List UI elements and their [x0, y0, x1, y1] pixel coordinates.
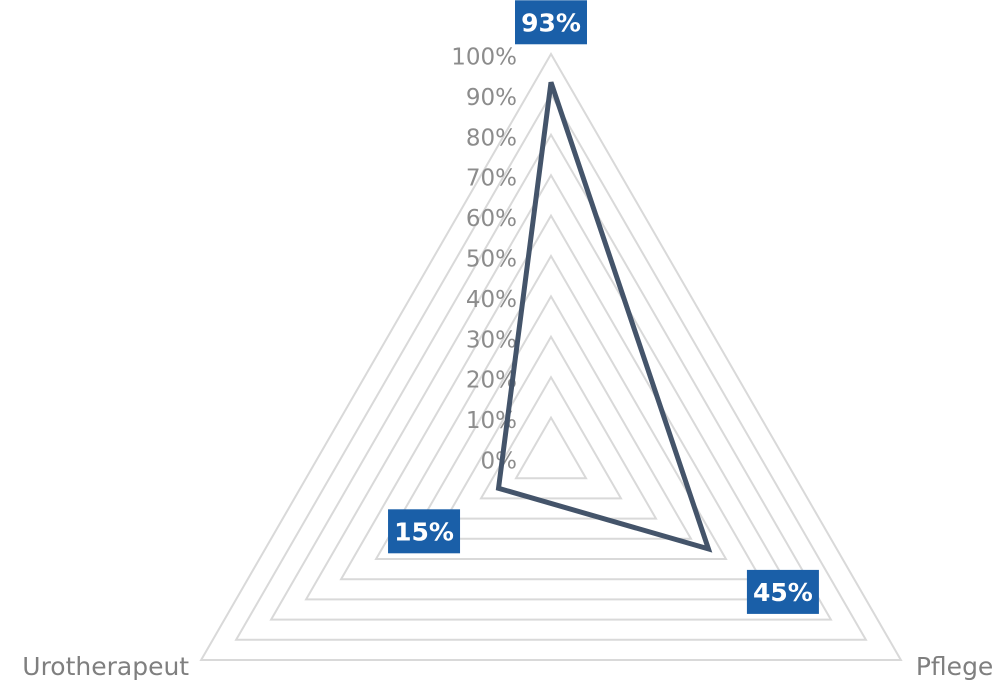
value-label-box — [515, 0, 587, 45]
grid-line — [479, 375, 623, 500]
grid-line — [444, 334, 658, 520]
y-tick-label: 50% — [466, 247, 517, 273]
grid-line — [514, 415, 588, 480]
y-tick-label: 60% — [466, 206, 517, 232]
y-tick-label: 100% — [451, 45, 517, 71]
y-tick-label: 80% — [466, 125, 517, 151]
value-label: 45% — [753, 578, 813, 607]
grid-line — [409, 294, 693, 540]
value-label: 93% — [521, 8, 581, 37]
y-tick-label: 30% — [466, 327, 517, 353]
grid-line — [304, 173, 798, 601]
grid-line — [234, 92, 868, 641]
grid-line — [199, 52, 903, 661]
y-tick-label: 90% — [466, 85, 517, 111]
radar-line — [495, 81, 713, 553]
y-tick-label: 20% — [466, 368, 517, 394]
grid-line — [374, 254, 728, 560]
category-label: Urotherapeut — [22, 652, 189, 681]
y-tick-label: 40% — [466, 287, 517, 313]
category-label: Pflege — [916, 652, 993, 681]
value-label: 15% — [394, 517, 454, 546]
grid-line — [269, 132, 833, 621]
value-label-box — [746, 569, 819, 614]
y-tick-label: 70% — [466, 166, 517, 192]
value-label-box — [388, 509, 461, 554]
